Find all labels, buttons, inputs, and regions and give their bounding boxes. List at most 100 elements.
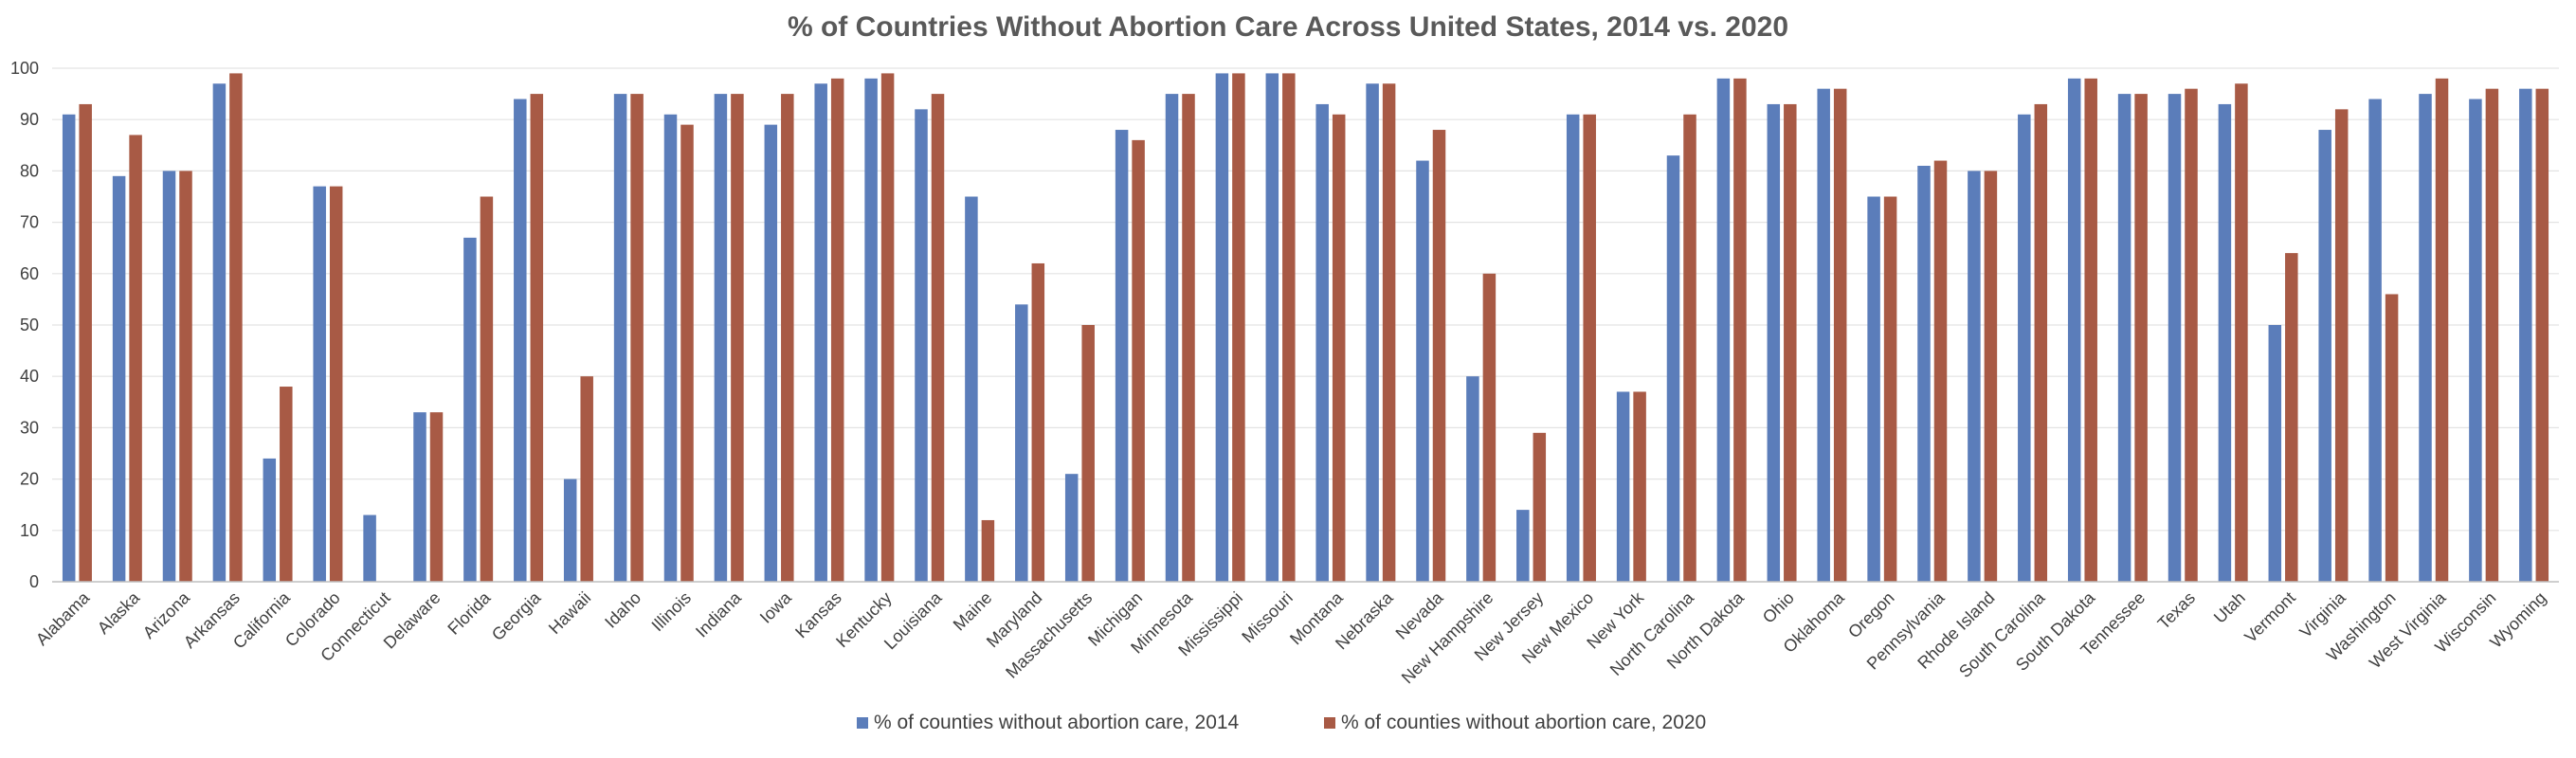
bar-2014 [2318, 130, 2331, 582]
x-tick-label: Alaska [94, 587, 144, 638]
bar-2020 [2536, 89, 2549, 582]
bar-2014 [2118, 94, 2132, 582]
x-tick-label: Ohio [1759, 588, 1798, 627]
bar-2020 [2134, 94, 2148, 582]
bar-2020 [1081, 325, 1095, 582]
bar-2020 [2084, 79, 2097, 582]
bar-2014 [113, 176, 126, 582]
bar-2014 [965, 197, 978, 583]
bar-2014 [915, 109, 928, 582]
bar-2020 [982, 520, 995, 582]
gridlines [52, 68, 2559, 531]
x-axis-tick-labels: Alabama AlaskaArizonaArkansasCaliforniaCo… [32, 587, 2549, 687]
bar-2020 [1733, 79, 1747, 582]
bar-2020 [2486, 89, 2499, 582]
bar-2020 [731, 94, 744, 582]
bar-2014 [1968, 171, 1981, 582]
bar-2014 [1516, 510, 1530, 582]
x-tick-label: Vermont [2240, 588, 2299, 647]
y-tick-label: 0 [29, 572, 39, 591]
bar-2014 [1667, 155, 1680, 582]
bar-2014 [363, 515, 376, 582]
x-tick-label: Hawaii [545, 588, 594, 638]
bar-2014 [2168, 94, 2182, 582]
y-tick-label: 60 [20, 264, 39, 283]
bar-2014 [2018, 115, 2031, 582]
bar-2014 [1617, 391, 1630, 582]
bar-2014 [614, 94, 627, 582]
y-tick-label: 100 [10, 59, 39, 78]
bar-2014 [514, 99, 527, 582]
bar-2020 [881, 73, 895, 582]
bar-2014 [2219, 104, 2232, 582]
bar-2014 [1567, 115, 1580, 582]
bar-2020 [229, 73, 243, 582]
bar-2020 [1282, 73, 1296, 582]
bar-2014 [664, 115, 678, 582]
x-tick-label: South Carolina [1955, 587, 2049, 681]
bar-2014 [765, 125, 778, 582]
bar-2020 [1834, 89, 1847, 582]
bar-2020 [1784, 104, 1797, 582]
x-tick-label: Maine [950, 588, 996, 635]
bar-2020 [2235, 83, 2248, 582]
bar-2020 [2436, 79, 2449, 582]
bar-2020 [1985, 171, 1998, 582]
y-tick-label: 50 [20, 316, 39, 334]
x-tick-label: New Hampshire [1398, 588, 1497, 688]
bar-2014 [1116, 130, 1129, 582]
bar-2020 [1483, 274, 1497, 582]
bar-2020 [932, 94, 945, 582]
bar-2020 [1232, 73, 1245, 582]
y-axis-tick-labels: 0 10 20 30 40 50 60 70 80 90 100 [10, 59, 39, 591]
bar-2014 [1315, 104, 1329, 582]
y-tick-label: 20 [20, 470, 39, 489]
bar-2020 [1032, 263, 1045, 582]
y-tick-label: 40 [20, 367, 39, 386]
bar-2014 [1065, 474, 1079, 582]
bar-2014 [1216, 73, 1229, 582]
x-tick-label: Illinois [648, 588, 696, 636]
bar-2020 [481, 197, 494, 583]
bar-2020 [2386, 294, 2399, 582]
bar-2014 [2419, 94, 2432, 582]
bar-2020 [280, 387, 293, 582]
bar-2020 [680, 125, 694, 582]
bar-2014 [2068, 79, 2081, 582]
bar-2020 [79, 104, 92, 582]
x-tick-label: Idaho [601, 588, 644, 632]
bar-2014 [313, 187, 326, 582]
x-tick-label: Massachusetts [1002, 588, 1096, 682]
bar-2014 [1817, 89, 1830, 582]
y-tick-label: 70 [20, 213, 39, 232]
bar-2020 [580, 376, 593, 582]
bar-2020 [2035, 104, 2048, 582]
bar-2020 [1383, 83, 1396, 582]
bar-2020 [430, 412, 444, 582]
x-tick-label: Indiana [692, 587, 746, 641]
bar-2020 [1633, 391, 1646, 582]
legend-swatch [1324, 717, 1335, 729]
bar-2014 [2269, 325, 2282, 582]
y-tick-label: 90 [20, 110, 39, 129]
bar-2020 [1934, 161, 1948, 582]
bar-2020 [129, 135, 142, 582]
legend: % of counties without abortion care, 201… [857, 712, 1706, 733]
x-tick-label: Georgia [488, 587, 545, 644]
legend-swatch [857, 717, 868, 729]
y-tick-label: 10 [20, 521, 39, 540]
bars [63, 73, 2549, 582]
bar-2014 [263, 459, 277, 582]
bar-2020 [330, 187, 343, 582]
bar-2014 [1366, 83, 1379, 582]
bar-2014 [1015, 304, 1028, 582]
bar-2014 [163, 171, 176, 582]
bar-2014 [1266, 73, 1279, 582]
bar-2020 [179, 171, 192, 582]
bar-2014 [814, 83, 827, 582]
bar-2014 [1166, 94, 1179, 582]
bar-2014 [564, 479, 577, 582]
x-tick-label: Iowa [756, 587, 796, 627]
bar-2020 [1683, 115, 1696, 582]
bar-2014 [1917, 166, 1931, 582]
